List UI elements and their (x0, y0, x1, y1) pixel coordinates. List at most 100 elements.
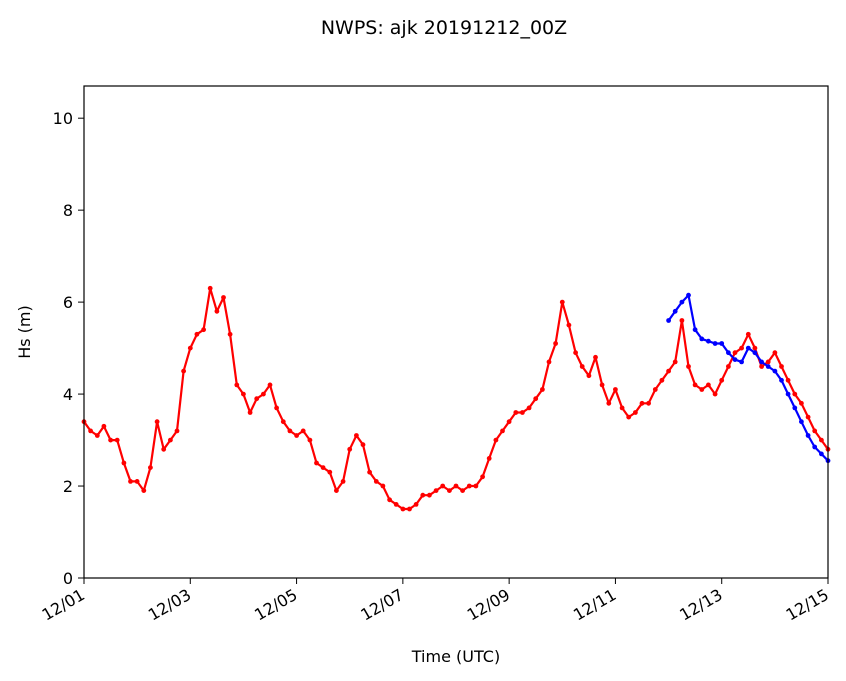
x-tick-label: 12/09 (464, 585, 513, 625)
y-tick-label: 6 (63, 293, 73, 312)
data-point (506, 419, 512, 425)
data-point (792, 391, 798, 397)
data-point (320, 465, 326, 470)
data-point (267, 382, 273, 388)
data-point (121, 460, 127, 466)
data-point (745, 331, 751, 337)
data-point (261, 391, 266, 397)
data-point (752, 350, 758, 356)
data-point (373, 479, 379, 484)
data-point (88, 428, 93, 434)
data-point (812, 444, 818, 450)
data-point (613, 387, 618, 392)
data-point (327, 469, 333, 475)
data-point (168, 437, 173, 443)
data-point (712, 341, 718, 346)
data-point (413, 502, 419, 507)
data-point (294, 433, 299, 438)
data-point (114, 437, 120, 443)
data-point (772, 368, 778, 374)
data-point (666, 368, 671, 374)
data-point (500, 428, 505, 434)
data-point (334, 488, 339, 493)
data-point (739, 359, 744, 365)
data-point (280, 419, 286, 425)
data-point (407, 506, 412, 512)
data-point (566, 322, 572, 328)
data-point (187, 345, 193, 351)
data-point (672, 359, 678, 365)
data-point (593, 354, 598, 360)
data-point (765, 359, 771, 365)
data-point (314, 460, 319, 466)
data-point (719, 341, 725, 346)
data-point (699, 387, 705, 392)
data-point (666, 318, 671, 323)
data-point (659, 377, 665, 383)
x-tick-label: 12/01 (39, 585, 88, 625)
y-tick-label: 10 (53, 109, 73, 128)
data-point (805, 433, 811, 438)
data-point (706, 338, 711, 344)
data-point (161, 446, 167, 452)
data-point (686, 364, 691, 369)
data-point (712, 391, 718, 397)
data-point (559, 299, 565, 305)
data-point (672, 308, 678, 314)
data-point (128, 479, 133, 484)
data-point (241, 391, 246, 397)
data-point (679, 318, 685, 323)
data-point (486, 456, 492, 461)
data-point (799, 400, 804, 406)
data-point (533, 396, 539, 402)
data-point (752, 345, 758, 351)
y-axis: 0 2 4 6 8 10 (53, 109, 84, 588)
data-point (440, 483, 446, 489)
data-point (134, 479, 140, 484)
data-point (759, 364, 764, 369)
data-point (148, 465, 153, 470)
data-point (692, 327, 698, 333)
x-tick-label: 12/13 (676, 585, 725, 625)
data-point (300, 428, 306, 434)
data-point (526, 405, 532, 411)
data-point (194, 331, 200, 337)
data-point (553, 341, 558, 346)
data-point (759, 359, 764, 365)
data-point (785, 391, 791, 397)
data-point (799, 419, 804, 425)
data-point (466, 483, 472, 489)
series-line-0 (83, 287, 829, 511)
data-point (686, 292, 691, 298)
data-point (201, 327, 207, 333)
data-point (174, 428, 180, 434)
y-tick-label: 4 (63, 385, 73, 404)
data-point (699, 336, 705, 342)
data-point (779, 377, 784, 383)
data-point (227, 331, 233, 337)
data-point (274, 405, 279, 411)
data-point (520, 410, 525, 415)
data-point (447, 488, 452, 493)
x-tick-label: 12/03 (145, 585, 194, 625)
data-point (540, 387, 545, 392)
data-point (792, 405, 798, 411)
data-point (606, 400, 612, 406)
data-point (94, 433, 100, 438)
x-tick-label: 12/07 (357, 585, 406, 625)
data-point (732, 350, 738, 356)
data-point (427, 492, 432, 498)
data-point (340, 479, 346, 484)
data-point (400, 506, 406, 512)
data-point (433, 488, 439, 493)
data-point (819, 437, 824, 443)
data-point (234, 382, 240, 388)
data-point (785, 377, 791, 383)
x-tick-label: 12/11 (570, 585, 619, 625)
data-point (493, 437, 499, 443)
data-point (247, 410, 253, 415)
data-point (453, 483, 459, 489)
data-point (599, 382, 605, 388)
x-tick-label: 12/15 (783, 585, 832, 625)
